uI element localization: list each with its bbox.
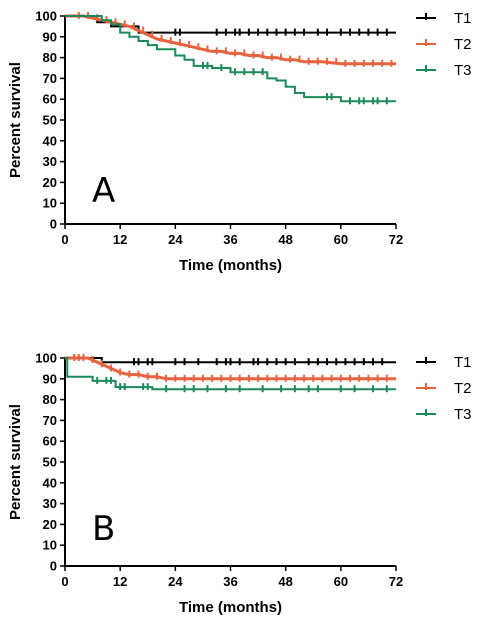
x-tick-label: 0 [61,574,68,589]
x-tick-label: 72 [389,574,403,589]
y-tick-label: 40 [43,475,57,490]
x-tick-label: 72 [389,232,403,247]
legend-label-t1: T1 [454,354,472,371]
y-tick-label: 90 [43,29,57,44]
y-tick-label: 90 [43,371,57,386]
y-tick-label: 50 [43,113,57,128]
y-tick-label: 100 [35,9,57,24]
x-axis-title: Time (months) [179,599,282,616]
x-tick-label: 36 [223,232,237,247]
x-tick-label: 48 [278,232,292,247]
y-tick-label: 70 [43,71,57,86]
y-tick-label: 0 [50,217,57,232]
legend-label-t3: T3 [454,406,472,423]
y-tick-label: 30 [43,496,57,511]
y-tick-label: 50 [43,455,57,470]
panel-letter: B [92,509,115,549]
y-axis-title: Percent survival [7,404,24,520]
x-tick-label: 0 [61,232,68,247]
series-line-t3 [65,15,396,103]
y-tick-label: 70 [43,413,57,428]
y-tick-label: 0 [50,559,57,574]
x-tick-label: 24 [168,232,183,247]
y-tick-label: 40 [43,133,57,148]
legend-label-t2: T2 [454,380,472,397]
y-tick-label: 80 [43,392,57,407]
y-tick-label: 20 [43,517,57,532]
legend-label-t1: T1 [454,10,472,27]
x-tick-label: 12 [113,574,127,589]
y-tick-label: 20 [43,175,57,190]
x-tick-label: 60 [334,574,348,589]
y-tick-label: 10 [43,196,57,211]
x-axis-title: Time (months) [179,257,282,274]
legend-label-t2: T2 [454,36,472,53]
legend-label-t3: T3 [454,62,472,79]
x-tick-label: 12 [113,232,127,247]
y-axis-title: Percent survival [7,62,24,178]
x-tick-label: 48 [278,574,292,589]
chart-panel-b: 0 10 20 30 40 50 60 70 80 90 100 0 12 24 36 48 60 72 Time … [7,351,472,617]
y-tick-label: 100 [35,351,57,366]
y-tick-label: 30 [43,154,57,169]
series-line-t3 [65,357,396,391]
y-tick-label: 60 [43,92,57,107]
y-tick-label: 10 [43,538,57,553]
panel-letter: A [92,171,115,211]
x-tick-label: 60 [334,232,348,247]
x-tick-label: 24 [168,574,183,589]
y-tick-label: 80 [43,50,57,65]
x-tick-label: 36 [223,574,237,589]
y-tick-label: 60 [43,434,57,449]
chart-panel-a: 0 10 20 30 40 50 60 70 80 90 100 0 12 24 36 48 60 72 Time … [7,9,472,275]
